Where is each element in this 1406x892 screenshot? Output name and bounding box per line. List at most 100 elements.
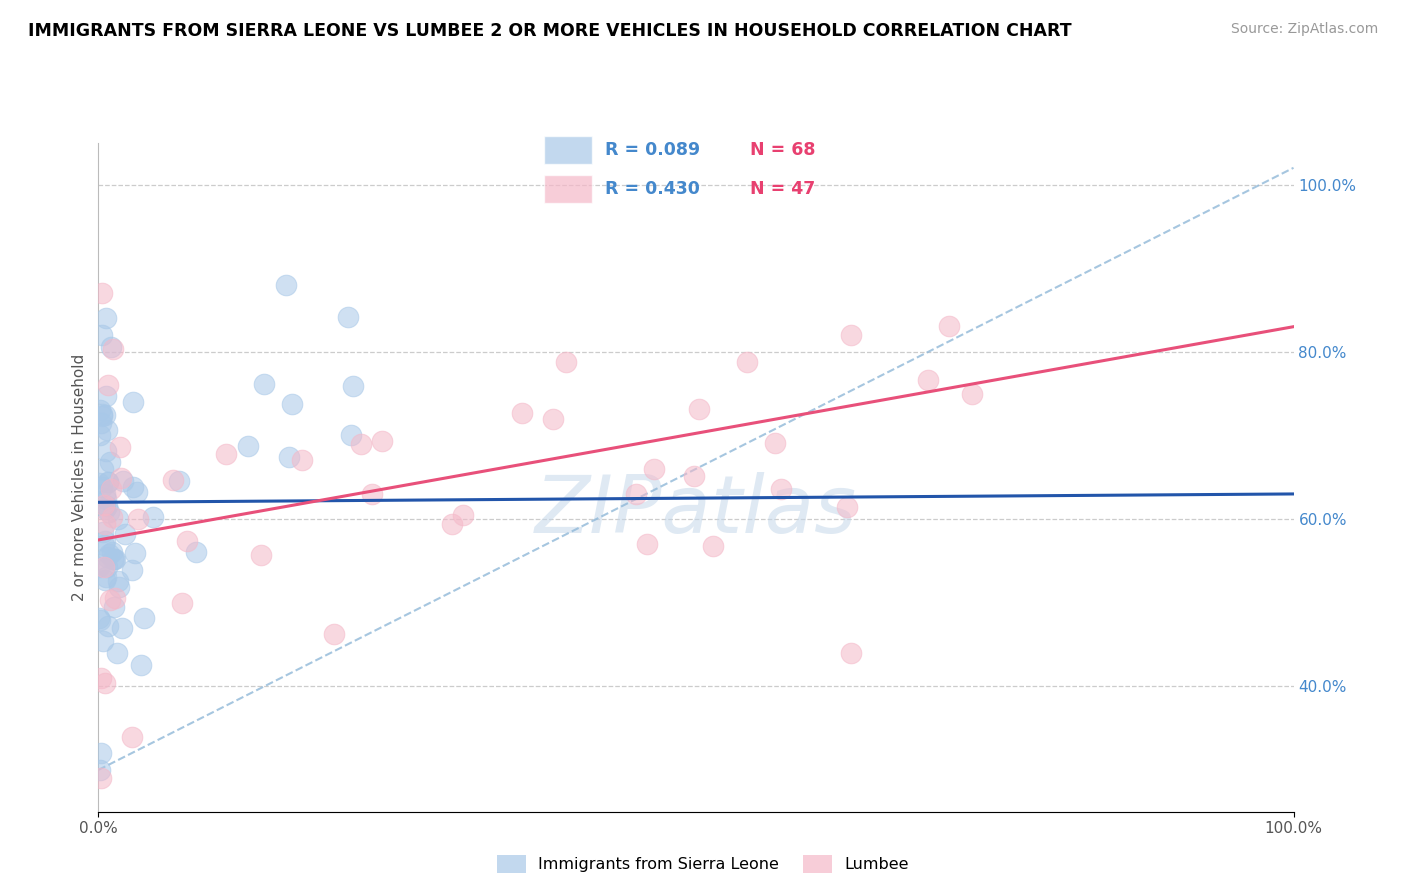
Point xyxy=(763,436,786,450)
Text: N = 68: N = 68 xyxy=(751,141,815,159)
Point xyxy=(94,444,117,458)
Point xyxy=(125,484,148,499)
Point xyxy=(96,560,118,574)
Point xyxy=(91,480,114,494)
Point xyxy=(103,552,125,566)
Point xyxy=(938,319,960,334)
Point xyxy=(121,563,143,577)
Point xyxy=(101,552,124,566)
Point xyxy=(93,498,115,512)
Point xyxy=(274,277,297,292)
Point xyxy=(96,499,118,513)
Y-axis label: 2 or more Vehicles in Household: 2 or more Vehicles in Household xyxy=(72,353,87,601)
Point xyxy=(114,526,136,541)
Point xyxy=(94,311,117,326)
Point xyxy=(105,646,128,660)
Point xyxy=(97,475,120,489)
Point xyxy=(94,516,117,531)
Point xyxy=(89,560,111,574)
Point xyxy=(512,406,534,420)
Point xyxy=(90,416,112,430)
Point xyxy=(555,355,578,369)
Point xyxy=(90,409,112,424)
Point xyxy=(172,596,194,610)
Point xyxy=(277,450,299,464)
Text: R = 0.430: R = 0.430 xyxy=(605,180,700,198)
Point xyxy=(98,505,121,519)
Legend: Immigrants from Sierra Leone, Lumbee: Immigrants from Sierra Leone, Lumbee xyxy=(491,848,915,880)
Point xyxy=(104,551,127,566)
Point xyxy=(98,455,121,469)
FancyBboxPatch shape xyxy=(544,136,592,164)
Point xyxy=(90,746,112,760)
Point xyxy=(100,483,122,497)
Point xyxy=(121,480,143,494)
Point xyxy=(131,658,153,673)
Point xyxy=(441,516,464,531)
Point xyxy=(91,634,114,648)
Point xyxy=(110,440,132,454)
Point xyxy=(111,475,134,489)
Point xyxy=(682,469,704,483)
Text: N = 47: N = 47 xyxy=(751,180,815,198)
Point xyxy=(339,427,361,442)
Point xyxy=(626,487,648,501)
Text: ZIPatlas: ZIPatlas xyxy=(534,472,858,549)
Point xyxy=(97,378,120,392)
Point xyxy=(91,328,114,343)
Point xyxy=(96,570,118,584)
Point xyxy=(90,771,112,786)
Point xyxy=(87,475,110,490)
Point xyxy=(97,618,120,632)
Point xyxy=(281,396,304,410)
Point xyxy=(96,423,118,437)
Point xyxy=(453,508,475,523)
Point xyxy=(121,730,143,744)
Point xyxy=(90,407,112,421)
Point xyxy=(134,610,156,624)
Point xyxy=(167,475,190,489)
Point xyxy=(835,500,858,514)
Point xyxy=(94,408,117,422)
Point xyxy=(91,524,114,539)
Point xyxy=(917,373,939,387)
Point xyxy=(111,621,134,635)
Point xyxy=(142,510,165,524)
Point xyxy=(541,411,564,425)
Point xyxy=(103,599,125,614)
Point xyxy=(93,573,115,587)
Point xyxy=(735,355,758,369)
Text: R = 0.089: R = 0.089 xyxy=(605,141,700,159)
Point xyxy=(104,591,127,606)
Point xyxy=(101,509,124,524)
Point xyxy=(770,483,793,497)
Point xyxy=(93,560,115,574)
Point xyxy=(89,428,111,442)
Text: Source: ZipAtlas.com: Source: ZipAtlas.com xyxy=(1230,22,1378,37)
Point xyxy=(176,533,198,548)
Point xyxy=(960,386,983,401)
Point xyxy=(186,544,208,558)
Point xyxy=(215,447,238,461)
Point xyxy=(370,434,392,449)
Point xyxy=(110,471,132,485)
Point xyxy=(89,611,111,625)
Point xyxy=(236,439,259,453)
Point xyxy=(249,548,271,562)
Point xyxy=(98,593,121,607)
Point xyxy=(96,549,118,564)
Point xyxy=(94,487,117,501)
Point xyxy=(323,626,346,640)
Point xyxy=(361,487,384,501)
Point xyxy=(122,394,145,409)
Point xyxy=(96,388,118,402)
Point xyxy=(91,461,114,475)
Point xyxy=(97,475,120,489)
Point xyxy=(342,378,364,392)
Point xyxy=(107,574,129,588)
Point xyxy=(89,613,111,627)
Point xyxy=(636,537,658,551)
Point xyxy=(94,491,117,506)
Point xyxy=(841,328,863,343)
Text: IMMIGRANTS FROM SIERRA LEONE VS LUMBEE 2 OR MORE VEHICLES IN HOUSEHOLD CORRELATI: IMMIGRANTS FROM SIERRA LEONE VS LUMBEE 2… xyxy=(28,22,1071,40)
